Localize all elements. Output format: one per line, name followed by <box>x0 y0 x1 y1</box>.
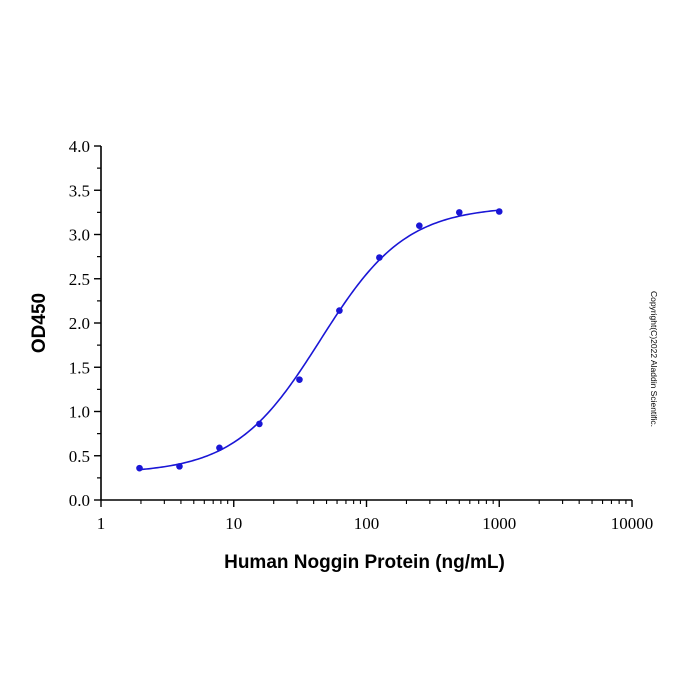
y-tick-label: 3.0 <box>69 226 90 245</box>
data-point <box>216 444 223 452</box>
data-point <box>136 464 143 472</box>
x-tick-label: 10 <box>225 514 242 533</box>
data-point <box>495 208 503 215</box>
x-tick-label: 10000 <box>611 514 654 533</box>
x-tick-label: 1000 <box>482 514 516 533</box>
x-tick-label: 100 <box>354 514 380 533</box>
data-point <box>176 463 183 470</box>
y-tick-label: 3.5 <box>69 181 90 200</box>
y-axis-title: OD450 <box>29 293 50 353</box>
data-point <box>296 376 303 383</box>
x-tick-label: 1 <box>97 514 106 533</box>
data-point <box>256 420 263 428</box>
data-point <box>455 209 463 216</box>
y-tick-label: 4.0 <box>69 137 90 156</box>
y-tick-label: 1.0 <box>69 403 90 422</box>
y-tick-label: 0.5 <box>69 447 90 466</box>
data-point <box>376 254 383 261</box>
fit-curve <box>139 209 500 471</box>
x-axis-title: Human Noggin Protein (ng/mL) <box>224 552 505 573</box>
ticks: 0.0 0.5 1.0 1.5 2.0 2.5 3.0 3.5 4.0 1 10 100 1000 100… <box>69 137 654 533</box>
y-tick-label: 1.5 <box>69 358 90 377</box>
data-points-layer <box>136 208 503 472</box>
axes <box>100 146 632 501</box>
y-tick-label: 2.0 <box>69 314 90 333</box>
y-tick-label: 2.5 <box>69 270 90 289</box>
data-point <box>416 222 423 229</box>
y-tick-label: 0.0 <box>69 491 90 510</box>
data-point <box>336 307 343 314</box>
copyright-watermark: Copyright(C)2022 Aladdin Scientific. <box>649 291 659 427</box>
fit-curve-layer <box>139 209 500 471</box>
